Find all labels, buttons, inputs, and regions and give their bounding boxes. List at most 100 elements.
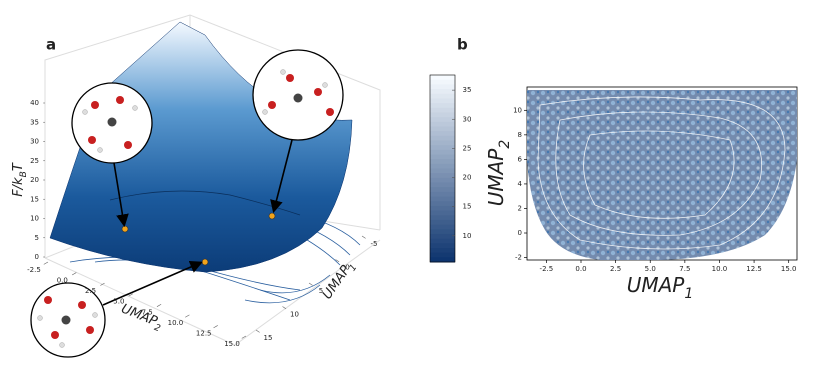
colorbar-tick-label: 30	[463, 115, 472, 123]
label-part: F/k	[11, 177, 26, 197]
colorbar-cell	[430, 163, 455, 169]
y-tick-label: 4	[518, 180, 523, 188]
label-part: T	[11, 162, 26, 171]
x-tick-label: 5.0	[645, 265, 656, 273]
colorbar-cell	[430, 210, 455, 216]
colorbar-cell	[430, 252, 455, 258]
colorbar-cell	[430, 219, 455, 226]
colorbar-cell	[430, 98, 455, 104]
tick-label: -2.5	[27, 266, 41, 274]
arrows	[102, 139, 293, 306]
axis-label: UMAP2	[484, 140, 514, 207]
colorbar-cell	[430, 117, 455, 123]
tick-mark	[282, 306, 287, 310]
label-part: 2	[497, 140, 513, 149]
tick-mark	[71, 272, 77, 276]
x-tick-label: 15.0	[781, 265, 797, 273]
label-part: UMAP	[484, 148, 508, 207]
tick-label: 5	[319, 287, 323, 295]
colorbar-tick-label: 20	[463, 174, 472, 182]
colorbar-cell	[430, 191, 455, 198]
colorbar-cell	[430, 238, 455, 244]
colorbar-cell	[430, 182, 455, 188]
tick-label: 0.0	[57, 277, 68, 285]
colorbar-cell	[430, 75, 455, 81]
x-tick-label: 7.5	[679, 265, 690, 273]
tick-label: 40	[30, 99, 39, 107]
label-part: UMAP	[119, 301, 160, 329]
density-texture	[527, 90, 797, 260]
panel-label: a	[46, 36, 56, 54]
tick-label: 25	[30, 157, 39, 165]
tick-label: 5.0	[113, 298, 124, 306]
label-part: B	[19, 171, 29, 177]
tick-label: 10	[290, 311, 299, 319]
tick-label: 2.5	[85, 287, 96, 295]
colorbar-cell	[430, 149, 455, 155]
tick-label: 15	[264, 334, 273, 342]
tick-mark	[156, 304, 162, 307]
tick-label: 10	[30, 215, 39, 223]
tick-label: 10.0	[168, 319, 184, 327]
y-tick-label: 8	[518, 131, 522, 139]
y-tick-label: -2	[515, 254, 522, 262]
contour-lines	[537, 96, 786, 250]
tick-label: 12.5	[196, 329, 212, 337]
colorbar-cell	[430, 229, 455, 235]
colorbar-cell	[430, 121, 455, 127]
colorbar-cell	[430, 79, 455, 85]
tick-label: 20	[30, 176, 39, 184]
colorbar-cell	[430, 201, 455, 207]
colorbar-cell	[430, 93, 455, 99]
tick-mark	[241, 335, 247, 339]
tick-label: -5	[371, 240, 378, 248]
colorbar-tick-label: 15	[463, 203, 472, 211]
colorbar-cell	[430, 89, 455, 95]
colorbar-cell	[430, 173, 455, 179]
colorbar-cell	[430, 112, 455, 118]
axis-label: F/kBT	[11, 162, 29, 197]
colorbar-tick-label: 10	[463, 232, 472, 240]
x-tick-label: 10.0	[712, 265, 728, 273]
tick-label: 0	[345, 264, 349, 272]
colorbar-frame	[429, 74, 456, 263]
colorbar-cell	[430, 233, 455, 240]
tick-label: 15	[30, 195, 39, 203]
colorbar-cell	[430, 257, 455, 263]
colorbar-cell	[430, 224, 455, 230]
tick-mark	[185, 314, 190, 318]
colorbar-cell	[430, 159, 455, 165]
colorbar-cell	[430, 145, 455, 151]
tick-mark	[128, 293, 134, 297]
colorbar-tick-label: 25	[463, 144, 472, 152]
tick-mark	[255, 329, 260, 333]
tick-label: 0	[35, 253, 39, 261]
colorbar-cell	[430, 247, 455, 254]
tick-mark	[361, 235, 366, 239]
colorbar-cell	[430, 154, 455, 160]
colorbar-cell	[430, 196, 455, 202]
tick-label: 15.0	[224, 340, 240, 348]
colorbar-cell	[430, 205, 455, 212]
y-tick-label: 10	[513, 106, 522, 114]
colorbar-tick-label: 35	[463, 86, 472, 94]
tick-label: 30	[30, 138, 39, 146]
tick-mark	[43, 261, 49, 265]
colorbar-cell	[430, 84, 455, 90]
colorbar-cell	[430, 131, 455, 137]
colorbar-cell	[430, 135, 455, 141]
y-tick-label: 0	[518, 229, 522, 237]
tick-mark	[213, 325, 218, 329]
tick-mark	[308, 282, 313, 286]
tick-mark	[100, 282, 105, 286]
tick-label: 5	[35, 234, 39, 242]
label-part: 2	[153, 322, 162, 334]
colorbar-cell	[430, 107, 455, 113]
colorbar-cell	[430, 126, 455, 132]
colorbar-cell	[430, 187, 455, 193]
colorbar-cell	[430, 215, 455, 221]
tick-label: 7.5	[142, 308, 153, 316]
tick-label: 35	[30, 118, 39, 126]
label-part: UMAP	[627, 273, 686, 297]
